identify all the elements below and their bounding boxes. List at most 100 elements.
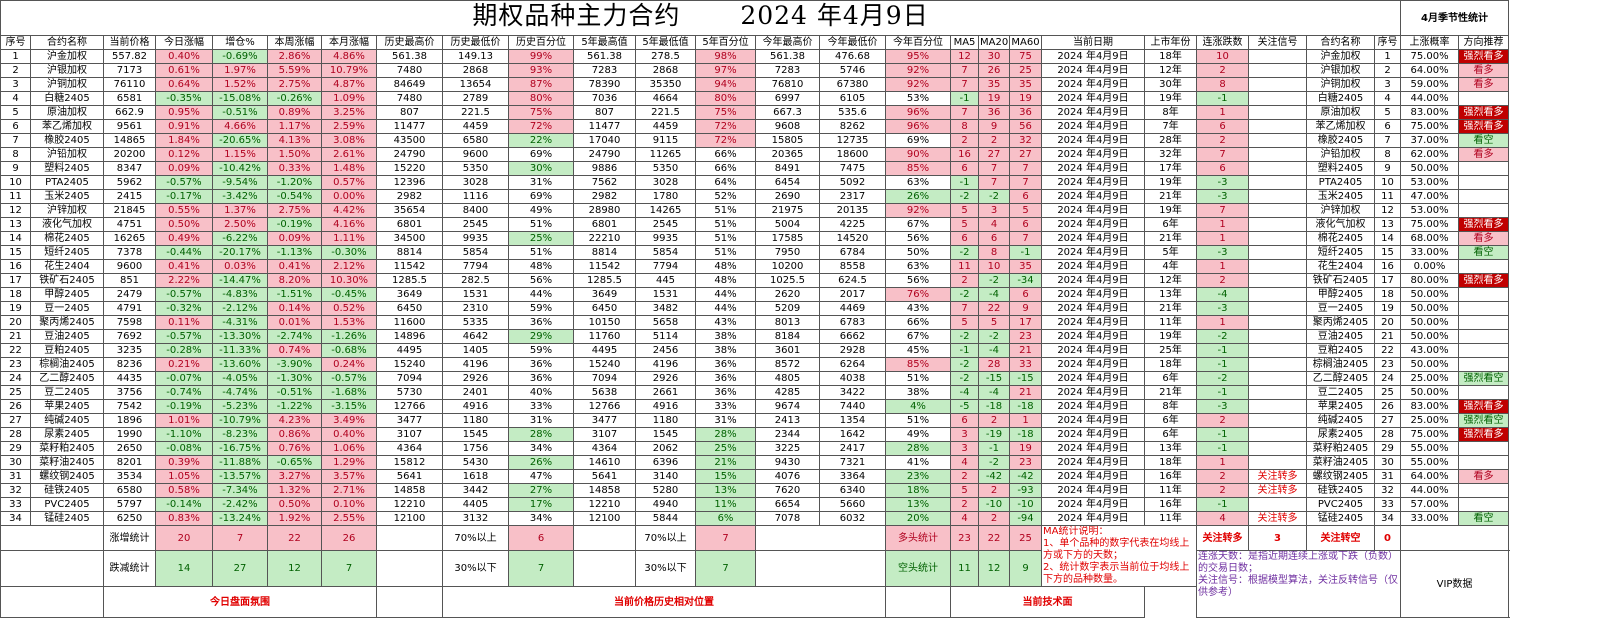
table-cell: 2926 xyxy=(442,371,509,386)
table-cell: -3.42% xyxy=(212,189,268,204)
table-cell: 22 xyxy=(1373,343,1402,358)
table-cell: 液化气加权 xyxy=(30,217,104,232)
table-cell: 35654 xyxy=(376,203,443,218)
table-row: 14 棉花2405 16265 0.49% -6.22% 0.09% 1.11% 34500 9… xyxy=(0,231,1510,246)
table-cell xyxy=(1248,259,1307,274)
table-cell: 12100 xyxy=(376,511,443,526)
table-cell: 2545 xyxy=(635,217,696,232)
table-cell: 5746 xyxy=(819,63,886,78)
table-cell: 3 xyxy=(0,77,31,92)
table-cell: 78390 xyxy=(573,77,636,92)
table-cell: 沪银加权 xyxy=(1306,63,1375,78)
table-cell: 6% xyxy=(695,511,756,526)
table-cell: 17年 xyxy=(1144,161,1197,176)
table-cell: 41% xyxy=(885,455,951,470)
table-cell: -0.30% xyxy=(321,245,377,260)
table-cell: 15240 xyxy=(573,357,636,372)
table-cell: 2413 xyxy=(755,413,820,428)
table-cell: 99% xyxy=(508,49,574,64)
table-cell: 7562 xyxy=(573,175,636,190)
table-cell: 看多 xyxy=(1458,63,1510,78)
table-cell: 6250 xyxy=(103,511,156,526)
table-cell: 1545 xyxy=(442,427,509,442)
column-header: 方向推荐 xyxy=(1458,35,1510,50)
table-cell: 17040 xyxy=(573,133,636,148)
ma-note: MA统计说明： 1、单个品种的数字代表在均线上方或下方的天数； 2、统计数字表示… xyxy=(1041,525,1197,587)
table-cell: 0.89% xyxy=(267,105,322,120)
table-cell: 7036 xyxy=(573,91,636,106)
table-cell: 4459 xyxy=(442,119,509,134)
table-row: 25 豆二2405 3756 -0.74% -4.74% -0.51% -1.68% 5730… xyxy=(0,385,1510,400)
table-cell: 17 xyxy=(1373,273,1402,288)
table-cell: 尿素2405 xyxy=(30,427,104,442)
table-cell: 1.05% xyxy=(155,469,213,484)
table-row: 6 苯乙烯加权 9561 0.91% 4.66% 1.17% 2.59% 11477 4459 7… xyxy=(0,119,1510,134)
table-cell: 4405 xyxy=(442,497,509,512)
table-cell: -1 xyxy=(978,441,1010,456)
table-cell: 851 xyxy=(103,273,156,288)
table-cell xyxy=(1248,287,1307,302)
table-cell: 2024 年4月9日 xyxy=(1041,49,1145,64)
table-cell: 5092 xyxy=(819,175,886,190)
table-cell: 21 xyxy=(1009,385,1042,400)
table-cell: 1285.5 xyxy=(376,273,443,288)
column-header: 5年最低值 xyxy=(635,35,696,50)
column-header: 今日涨幅 xyxy=(155,35,213,50)
table-cell: 26% xyxy=(885,189,951,204)
column-header: 当前价格 xyxy=(103,35,156,50)
summary-row-up: 涨增统计 20 7 22 26 70%以上 6 70%以上 7 多头统计 23 22 25 MA统计说明：… xyxy=(0,525,1510,587)
table-cell xyxy=(1248,91,1307,106)
table-cell: 2024 年4月9日 xyxy=(1041,217,1145,232)
table-cell xyxy=(1458,91,1510,106)
table-cell: 14 xyxy=(1373,231,1402,246)
table-cell: 沪金加权 xyxy=(1306,49,1375,64)
table-cell: -13.60% xyxy=(212,357,268,372)
table-cell: 59% xyxy=(508,343,574,358)
table-cell: 棕榈油2405 xyxy=(30,357,104,372)
footer-row: 今日盘面氛围 当前价格历史相对位置 当前技术面 xyxy=(0,586,1509,618)
table-cell: 2024 年4月9日 xyxy=(1041,105,1145,120)
table-cell: 36 xyxy=(978,105,1010,120)
table-cell: -3 xyxy=(1196,175,1249,190)
table-cell: -0.19% xyxy=(155,399,213,414)
table-cell: -3 xyxy=(1196,189,1249,204)
table-cell: 67380 xyxy=(819,77,886,92)
table-cell: 1.01% xyxy=(155,413,213,428)
table-cell: 31% xyxy=(508,175,574,190)
table-cell: 20% xyxy=(885,511,951,526)
table-cell: 6654 xyxy=(755,497,820,512)
table-cell: 30年 xyxy=(1144,77,1197,92)
table-cell: 56% xyxy=(885,231,951,246)
table-cell: 1116 xyxy=(442,189,509,204)
table-cell: 31% xyxy=(695,413,756,428)
table-cell: 66% xyxy=(695,161,756,176)
table-cell: 1780 xyxy=(635,189,696,204)
table-cell: 1.15% xyxy=(212,147,268,162)
table-cell: 锰硅2405 xyxy=(1306,511,1375,526)
table-cell: 53.00% xyxy=(1400,175,1460,190)
table-cell: 16 xyxy=(950,147,979,162)
table-cell: 11 xyxy=(0,189,31,204)
table-cell: 64% xyxy=(695,175,756,190)
table-cell: 35 xyxy=(978,77,1010,92)
table-cell: 关注转多 xyxy=(1248,511,1307,526)
table-cell: 1.52% xyxy=(212,77,268,92)
table-cell: 72% xyxy=(695,119,756,134)
table-cell: 5.59% xyxy=(267,63,322,78)
table-cell: 51% xyxy=(695,203,756,218)
table-cell xyxy=(1248,49,1307,64)
table-cell: 8 xyxy=(950,119,979,134)
table-cell: -19 xyxy=(978,427,1010,442)
table-cell: 97% xyxy=(695,63,756,78)
table-cell: 1.97% xyxy=(212,63,268,78)
table-cell: 11760 xyxy=(573,329,636,344)
table-cell: 20 xyxy=(0,315,31,330)
table-row: 28 尿素2405 1990 -1.10% -8.23% 0.86% 0.40% 3107 15… xyxy=(0,427,1510,442)
table-cell: 34 xyxy=(0,511,31,526)
table-cell: 11 xyxy=(1373,189,1402,204)
table-cell: 17 xyxy=(1009,315,1042,330)
table-cell: 278.5 xyxy=(635,49,696,64)
table-cell: 6450 xyxy=(573,301,636,316)
table-cell: 4459 xyxy=(635,119,696,134)
